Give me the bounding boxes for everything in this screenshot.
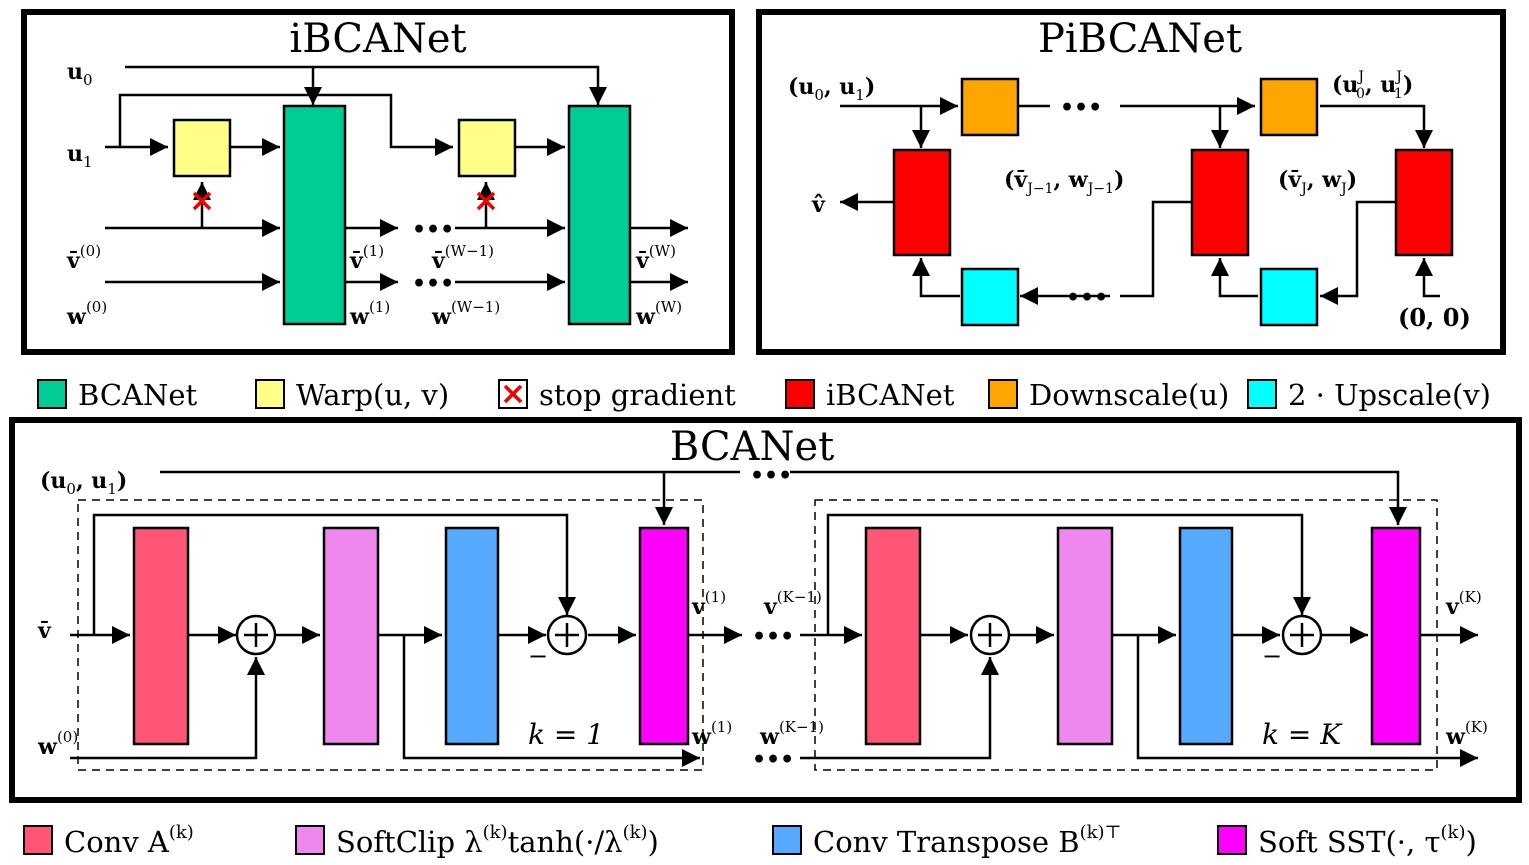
legend-swatch bbox=[772, 825, 802, 855]
dots-v: ••• bbox=[752, 624, 794, 650]
label-u0: u0 bbox=[67, 59, 93, 89]
legend-top-item: iBCANet bbox=[785, 378, 955, 412]
conv-transpose-block-1 bbox=[444, 526, 500, 746]
legend-top-item: stop gradient bbox=[498, 378, 736, 412]
legend-swatch bbox=[1247, 379, 1277, 409]
legend-swatch bbox=[23, 825, 53, 855]
bcanet-block-1 bbox=[282, 104, 347, 326]
legend-top: BCANet Warp(u, v) stop gradient iBCANet Down… bbox=[37, 378, 1491, 412]
legend-bottom: Conv A(k) SoftClip λ(k)tanh(·/λ(k)) Conv T… bbox=[23, 822, 1477, 859]
label-vhat: v̂ bbox=[811, 192, 826, 218]
label-wK: w(K) bbox=[1445, 718, 1488, 750]
legend-top-item: BCANet bbox=[37, 378, 198, 412]
label-vJ1: (v̄J−1, wJ−1) bbox=[1004, 167, 1124, 197]
label-v1: v̄(1) bbox=[349, 242, 384, 274]
pibcanet-frame bbox=[756, 9, 1506, 355]
downscale-block-2 bbox=[1259, 77, 1319, 137]
legend-swatch bbox=[988, 379, 1018, 409]
label-vJ: (v̄J, wJ) bbox=[1278, 167, 1357, 197]
legend-swatch bbox=[785, 379, 815, 409]
legend-label: stop gradient bbox=[539, 378, 736, 412]
dots-top: ••• bbox=[1060, 95, 1102, 121]
legend-label: Soft SST(·, τ(k)) bbox=[1258, 822, 1477, 859]
softclip-block-K bbox=[1056, 526, 1114, 746]
label-kK: k = K bbox=[1262, 718, 1343, 751]
soft-sst-block-1 bbox=[638, 526, 690, 746]
label-w1: w(1) bbox=[349, 298, 390, 330]
legend-bottom-item: SoftClip λ(k)tanh(·/λ(k)) bbox=[295, 822, 659, 859]
legend-top-item: 2 · Upscale(v) bbox=[1247, 378, 1491, 412]
label-wW: w(W) bbox=[635, 298, 682, 330]
dots-v: ••• bbox=[412, 217, 454, 243]
pibcanet-title: PiBCANet bbox=[1038, 16, 1242, 62]
legend-swatch bbox=[255, 379, 285, 409]
legend-label: iBCANet bbox=[826, 378, 955, 412]
label-vbar: v̄ bbox=[37, 618, 52, 644]
label-k1: k = 1 bbox=[528, 718, 604, 751]
bcanet-panel: BCANet bbox=[9, 417, 1522, 803]
label-vW1: v̄(W−1) bbox=[431, 242, 494, 274]
label-inputJ: (uJ 0, uJ 1) bbox=[1332, 69, 1413, 102]
legend-swatch bbox=[295, 825, 325, 855]
label-wK1: w(K−1) bbox=[759, 718, 824, 750]
conv-transpose-block-K bbox=[1178, 526, 1234, 746]
stop-gradient-icon bbox=[503, 384, 523, 404]
legend-label: Conv Transpose B(k)⊤ bbox=[813, 822, 1121, 859]
upscale-block-2 bbox=[1259, 267, 1319, 327]
softclip-block-1 bbox=[322, 526, 380, 746]
upscale-block-1 bbox=[960, 267, 1020, 327]
dots-top: ••• bbox=[750, 463, 792, 489]
bcanet-block-2 bbox=[567, 104, 632, 326]
label-input: (u0, u1) bbox=[40, 468, 127, 498]
label-input: (u0, u1) bbox=[788, 74, 875, 104]
label-v0: v̄(0) bbox=[66, 242, 101, 274]
conv-a-block-1 bbox=[132, 526, 190, 746]
label-w0: w(0) bbox=[66, 298, 107, 330]
legend-label: Downscale(u) bbox=[1029, 378, 1229, 412]
legend-label: Warp(u, v) bbox=[296, 378, 449, 412]
legend-bottom-item: Soft SST(·, τ(k)) bbox=[1217, 822, 1477, 859]
legend-label: Conv A(k) bbox=[64, 822, 194, 859]
legend-bottom-item: Conv Transpose B(k)⊤ bbox=[772, 822, 1121, 859]
legend-swatch bbox=[37, 379, 67, 409]
bcanet-title: BCANet bbox=[670, 424, 834, 470]
ibcanet-block-2 bbox=[1190, 148, 1250, 257]
legend-top-item: Downscale(u) bbox=[988, 378, 1229, 412]
ibcanet-block-3 bbox=[1394, 148, 1454, 257]
dots-w: ••• bbox=[752, 747, 794, 773]
bcanet-frame bbox=[9, 417, 1522, 803]
minus-sign-K: − bbox=[1262, 642, 1282, 670]
pibcanet-panel: PiBCANet ••• ••• (u0, u1) (uJ 0, uJ 1) bbox=[756, 9, 1506, 355]
legend-top-item: Warp(u, v) bbox=[255, 378, 449, 412]
label-vW: v̄(W) bbox=[635, 242, 676, 274]
legend-swatch bbox=[1217, 825, 1247, 855]
legend-label: BCANet bbox=[78, 378, 198, 412]
legend-bottom-item: Conv A(k) bbox=[23, 822, 194, 859]
dots-bottom: ••• bbox=[1066, 285, 1108, 311]
conv-a-block-K bbox=[864, 526, 922, 746]
soft-sst-block-K bbox=[1370, 526, 1422, 746]
warp-block-2 bbox=[457, 118, 517, 178]
label-vK1: v(K−1) bbox=[763, 588, 822, 620]
legend-label: 2 · Upscale(v) bbox=[1288, 378, 1491, 412]
downscale-block-1 bbox=[960, 77, 1020, 137]
warp-block-1 bbox=[172, 118, 232, 178]
label-vK: v(K) bbox=[1445, 588, 1482, 620]
ibcanet-block-1 bbox=[892, 148, 952, 257]
ibcanet-panel: iBCANet bbox=[21, 9, 735, 355]
label-wW1: w(W−1) bbox=[431, 298, 500, 330]
minus-sign-1: − bbox=[528, 642, 548, 670]
ibcanet-frame bbox=[21, 9, 735, 355]
dots-w: ••• bbox=[412, 271, 454, 297]
label-zero: (0, 0) bbox=[1398, 303, 1471, 332]
legend-label: SoftClip λ(k)tanh(·/λ(k)) bbox=[336, 822, 659, 859]
ibcanet-title: iBCANet bbox=[289, 16, 466, 62]
label-v1: v(1) bbox=[691, 588, 726, 620]
label-u1: u1 bbox=[67, 141, 93, 171]
label-w0: w(0) bbox=[37, 728, 78, 760]
label-w1: w(1) bbox=[691, 718, 732, 750]
stop-gradient-icon bbox=[192, 191, 496, 211]
